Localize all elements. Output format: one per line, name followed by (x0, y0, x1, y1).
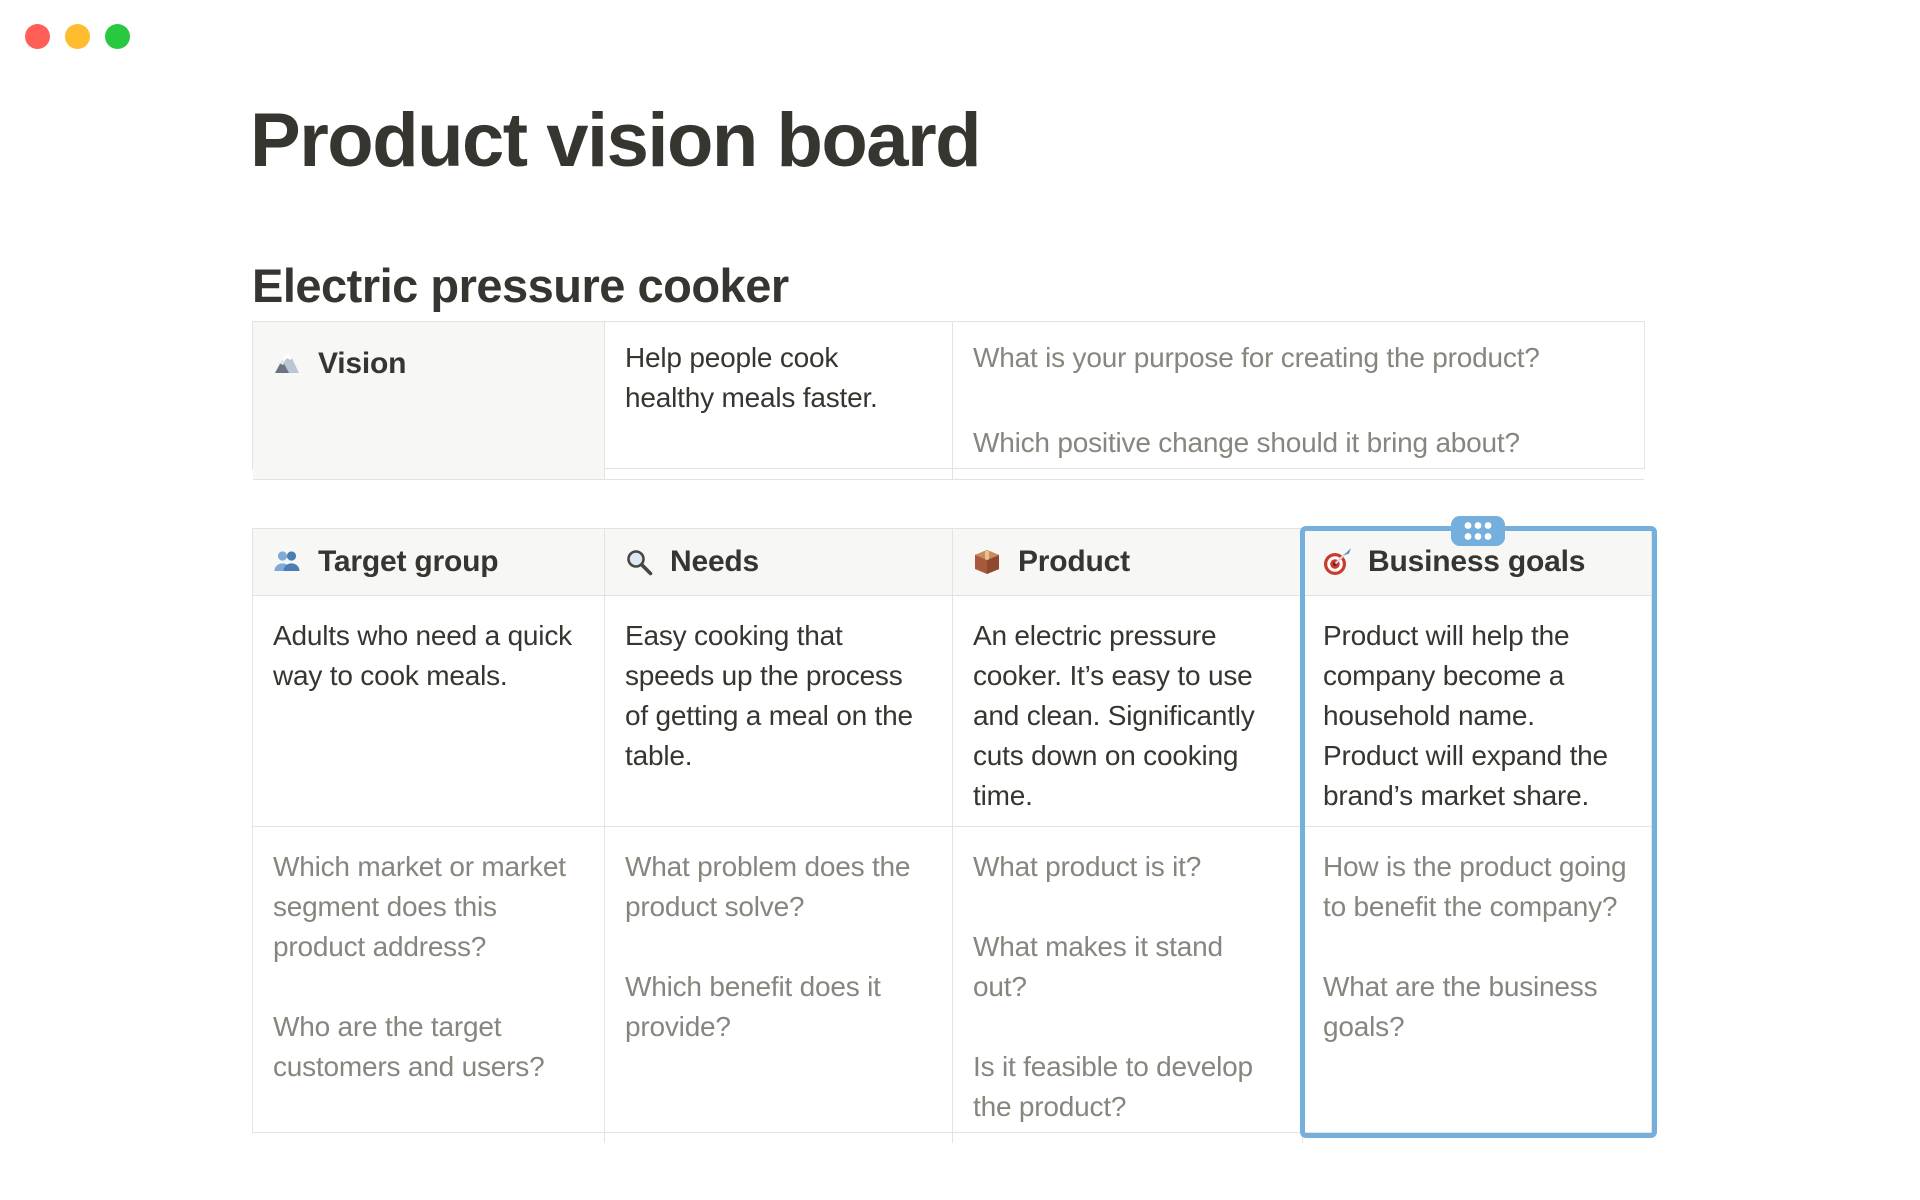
vision-header-cell[interactable]: Vision (253, 322, 605, 480)
vision-statement-text: Help people cook healthy meals faster. (625, 342, 878, 413)
question-text: How is the product going to benefit the … (1323, 851, 1627, 922)
needs-questions-cell[interactable]: What problem does the product solve? Whi… (605, 827, 953, 1143)
column-drag-handle[interactable] (1451, 516, 1505, 546)
column-header-target-group[interactable]: Target group (253, 529, 605, 596)
page-title[interactable]: Product vision board (250, 98, 982, 183)
question-text: Who are the target customers and users? (273, 1011, 545, 1082)
vision-question: What is your purpose for creating the pr… (973, 342, 1540, 373)
target-icon (1322, 547, 1352, 577)
question-text: What problem does the product solve? (625, 851, 911, 922)
cell-text: Adults who need a quick way to cook meal… (273, 620, 572, 691)
cell-text: An electric pressure cooker. It’s easy t… (973, 620, 1255, 811)
cell-text: Product will help the company become a h… (1323, 620, 1608, 811)
mountain-icon (272, 348, 302, 378)
page-subtitle[interactable]: Electric pressure cooker (252, 259, 789, 312)
column-header-label: Needs (670, 545, 760, 578)
target-group-questions-cell[interactable]: Which market or market segment does this… (253, 827, 605, 1143)
question-text: Which market or market segment does this… (273, 851, 566, 962)
people-icon (272, 547, 302, 577)
question-text: What makes it stand out? (973, 931, 1223, 1002)
magnifier-icon (624, 547, 654, 577)
board-table: Target group Needs Product (252, 528, 1652, 1143)
vision-label: Vision (318, 347, 407, 380)
minimize-button[interactable] (65, 24, 90, 49)
business-goals-content-cell[interactable]: Product will help the company become a h… (1303, 596, 1651, 827)
window-controls (25, 24, 130, 49)
product-questions-cell[interactable]: What product is it? What makes it stand … (953, 827, 1303, 1143)
vision-question: Which positive change should it bring ab… (973, 427, 1520, 458)
question-text: What product is it? (973, 851, 1202, 882)
target-group-content-cell[interactable]: Adults who need a quick way to cook meal… (253, 596, 605, 827)
question-text: Which benefit does it provide? (625, 971, 881, 1042)
product-content-cell[interactable]: An electric pressure cooker. It’s easy t… (953, 596, 1303, 827)
column-header-label: Business goals (1368, 545, 1586, 578)
column-header-needs[interactable]: Needs (605, 529, 953, 596)
vision-table: Vision Help people cook healthy meals fa… (252, 321, 1645, 480)
question-text: What are the business goals? (1323, 971, 1598, 1042)
column-header-product[interactable]: Product (953, 529, 1303, 596)
column-header-label: Target group (318, 545, 499, 578)
business-goals-questions-cell[interactable]: How is the product going to benefit the … (1303, 827, 1651, 1143)
drag-dots-icon (1451, 516, 1505, 546)
cell-text: Easy cooking that speeds up the process … (625, 620, 913, 771)
column-header-label: Product (1018, 545, 1130, 578)
package-icon (972, 547, 1002, 577)
vision-questions-cell[interactable]: What is your purpose for creating the pr… (953, 322, 1644, 480)
question-text: Is it feasible to develop the product? (973, 1051, 1253, 1122)
needs-content-cell[interactable]: Easy cooking that speeds up the process … (605, 596, 953, 827)
zoom-button[interactable] (105, 24, 130, 49)
close-button[interactable] (25, 24, 50, 49)
vision-statement-cell[interactable]: Help people cook healthy meals faster. (605, 322, 953, 480)
